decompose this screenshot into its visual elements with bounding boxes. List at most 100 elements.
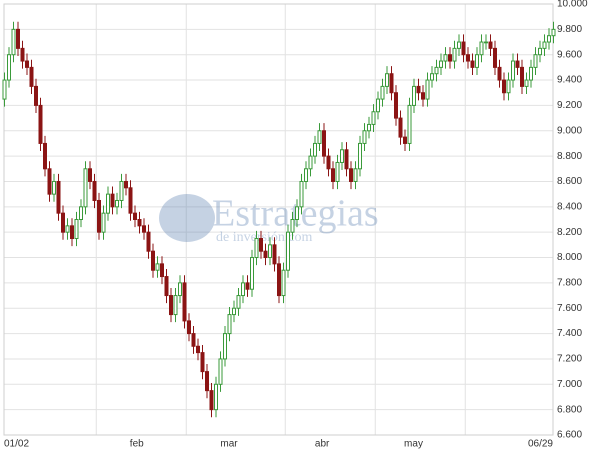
- candle-body: [250, 257, 254, 290]
- candle-body: [317, 130, 322, 144]
- candle-body: [551, 28, 556, 37]
- candle-body: [452, 47, 457, 62]
- candle-body: [295, 206, 299, 221]
- candle-body: [497, 66, 502, 81]
- candle-body: [7, 54, 11, 81]
- y-tick-label: 6.800: [557, 404, 582, 415]
- candle-body: [353, 168, 358, 182]
- candle-body: [169, 295, 173, 316]
- candle-body: [25, 60, 29, 68]
- candle-body: [137, 219, 142, 227]
- candle-body: [371, 111, 376, 125]
- watermark: Estrategias de inversión.com: [159, 193, 379, 245]
- candle-body: [412, 85, 416, 106]
- candle-body: [52, 180, 56, 195]
- candle-body: [443, 54, 448, 62]
- candle-body: [272, 244, 277, 265]
- candle-body: [101, 212, 106, 233]
- y-tick-label: 8.200: [557, 227, 582, 238]
- y-tick-label: 7.800: [557, 278, 582, 289]
- candle-body: [524, 79, 529, 87]
- candle-body: [47, 168, 52, 195]
- candle-body: [448, 54, 452, 62]
- candle-body: [259, 238, 263, 252]
- candle-body: [466, 54, 470, 62]
- candle-body: [502, 79, 506, 94]
- candle-body: [106, 193, 110, 214]
- candle-body: [227, 314, 232, 335]
- y-tick-label: 8.400: [557, 201, 582, 212]
- candle-body: [74, 219, 79, 240]
- candle-body: [380, 85, 385, 100]
- y-tick-label: 8.000: [557, 252, 582, 263]
- candle-body: [214, 383, 218, 411]
- candle-body: [313, 142, 317, 157]
- candle-body: [520, 66, 524, 87]
- y-tick-label: 9.600: [557, 49, 582, 60]
- candle-body: [124, 180, 128, 189]
- candle-body: [398, 117, 403, 138]
- candle-body: [268, 244, 272, 259]
- candle-body: [133, 212, 137, 220]
- y-tick-label: 10.000: [557, 0, 588, 10]
- candle-body: [29, 66, 34, 87]
- candle-body: [277, 263, 281, 297]
- candle-body: [205, 371, 209, 392]
- y-tick-label: 7.000: [557, 379, 582, 390]
- candle-body: [65, 225, 70, 233]
- candle-body: [119, 180, 124, 201]
- candle-body: [511, 60, 515, 81]
- candle-body: [349, 168, 353, 182]
- candle-body: [484, 41, 488, 44]
- candle-body: [506, 79, 511, 94]
- candle-body: [367, 123, 371, 132]
- candle-body: [479, 41, 484, 56]
- y-tick-label: 9.800: [557, 24, 582, 35]
- candle-body: [475, 54, 479, 68]
- y-tick-label: 9.200: [557, 100, 582, 111]
- candle-body: [263, 250, 268, 259]
- candle-body: [403, 136, 407, 144]
- candle-body: [304, 168, 308, 182]
- candle-body: [308, 155, 313, 170]
- candle-body: [128, 187, 133, 214]
- candle-body: [209, 390, 214, 411]
- candle-body: [322, 130, 326, 157]
- candle-body: [20, 47, 25, 62]
- candle-body: [223, 333, 227, 360]
- candle-body: [493, 47, 497, 68]
- candle-body: [164, 276, 169, 297]
- candle-body: [529, 66, 533, 81]
- candle-body: [434, 66, 439, 75]
- candle-body: [196, 345, 200, 354]
- candle-body: [218, 358, 223, 385]
- candle-body: [182, 282, 187, 322]
- candle-body: [34, 85, 38, 106]
- candle-body: [43, 142, 47, 170]
- watermark-subtext: de inversión.com: [216, 230, 313, 245]
- candle-body: [187, 320, 191, 335]
- candle-body: [407, 104, 412, 144]
- y-tick-label: 9.000: [557, 125, 582, 136]
- candle-body: [11, 28, 16, 56]
- candle-body: [110, 193, 115, 208]
- y-tick-label: 9.400: [557, 75, 582, 86]
- y-tick-label: 6.600: [557, 430, 582, 441]
- candle-body: [115, 199, 119, 208]
- plot-border: [3, 3, 554, 436]
- candle-body: [142, 225, 146, 233]
- candle-body: [92, 180, 97, 201]
- x-tick-label: abr: [315, 439, 330, 450]
- y-tick-label: 7.600: [557, 303, 582, 314]
- candle-body: [421, 92, 425, 100]
- y-tick-label: 7.200: [557, 354, 582, 365]
- candle-body: [389, 73, 394, 94]
- candle-body: [326, 155, 331, 170]
- candle-body: [160, 263, 164, 278]
- y-tick-label: 8.600: [557, 176, 582, 187]
- candle-body: [241, 282, 245, 297]
- candle-body: [173, 295, 178, 316]
- candle-body: [290, 219, 295, 233]
- candle-body: [344, 149, 349, 170]
- y-tick-label: 8.800: [557, 151, 582, 162]
